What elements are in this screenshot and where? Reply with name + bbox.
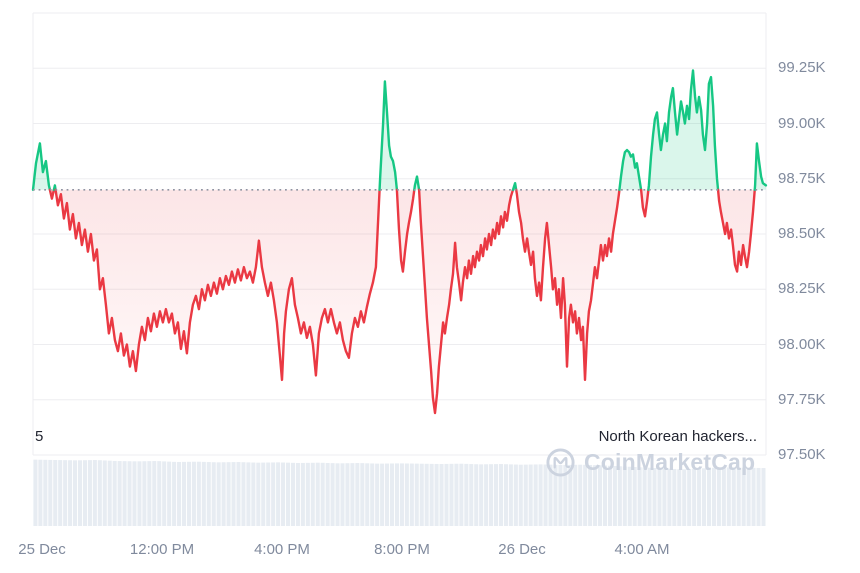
price-line (31, 69, 768, 415)
news-annotation[interactable]: North Korean hackers... (598, 428, 757, 445)
coinmarketcap-logo-icon (545, 447, 576, 478)
y-axis-label: 98.00K (778, 336, 826, 353)
watermark-label: CoinMarketCap (584, 449, 756, 475)
y-axis-label: 98.75K (778, 170, 826, 187)
x-axis-label: 8:00 PM (374, 541, 430, 558)
watermark: CoinMarketCap (545, 447, 755, 478)
y-axis-label: 97.75K (778, 391, 826, 408)
y-axis-label: 98.25K (778, 280, 826, 297)
y-axis-label: 98.50K (778, 225, 826, 242)
y-axis-label: 97.50K (778, 446, 826, 463)
news-count-badge[interactable]: 5 (35, 428, 44, 445)
x-axis-label: 26 Dec (498, 541, 546, 558)
y-axis-label: 99.25K (778, 59, 826, 76)
y-axis-label: 99.00K (778, 115, 826, 132)
x-axis-label: 12:00 PM (129, 541, 195, 558)
x-axis-label: 4:00 AM (614, 541, 670, 558)
volume-bars (33, 459, 766, 526)
x-axis-label: 4:00 PM (254, 541, 310, 558)
x-axis-label: 25 Dec (18, 541, 66, 558)
